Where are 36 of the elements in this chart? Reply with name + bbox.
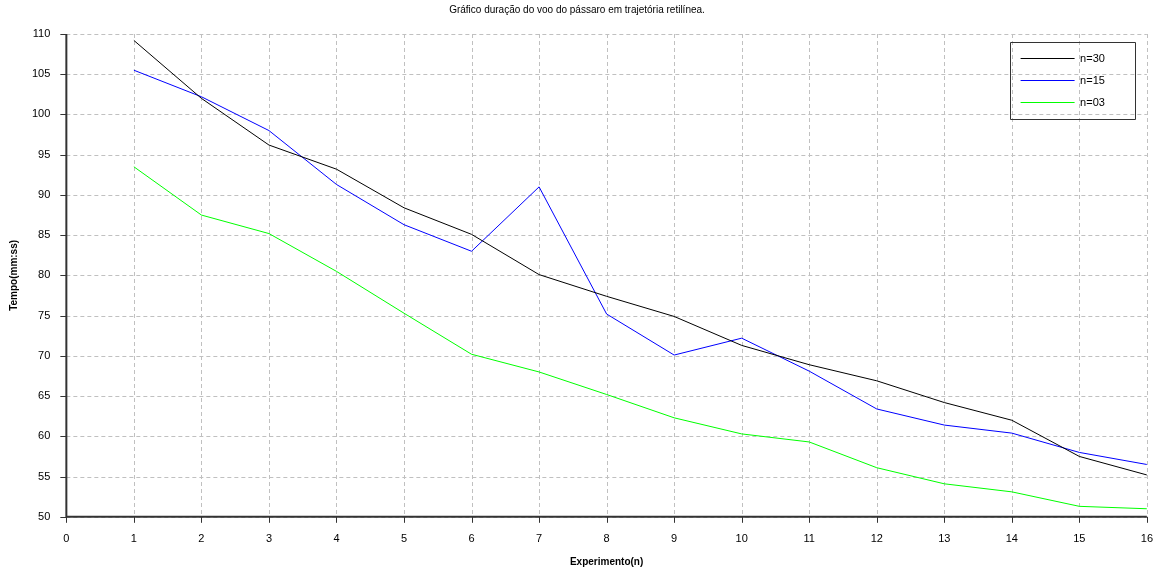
x-tick-label: 6 bbox=[468, 532, 475, 545]
x-tick-label: 10 bbox=[735, 532, 748, 545]
y-tick-label: 95 bbox=[38, 147, 51, 160]
x-tick-label: 11 bbox=[803, 532, 815, 545]
x-tick-label: 15 bbox=[1073, 532, 1086, 545]
y-axis-title: Tempo(mm:ss) bbox=[7, 239, 19, 311]
x-tick-label: 2 bbox=[198, 532, 205, 545]
y-tick-label: 50 bbox=[38, 509, 51, 522]
legend-label: n=03 bbox=[1080, 95, 1105, 108]
y-tick-label: 90 bbox=[38, 187, 51, 200]
y-tick-label: 60 bbox=[38, 429, 51, 442]
x-tick-label: 1 bbox=[130, 532, 137, 545]
legend-label: n=15 bbox=[1080, 73, 1105, 86]
y-tick-label: 55 bbox=[38, 469, 51, 482]
y-tick-label: 70 bbox=[38, 348, 51, 361]
x-tick-label: 16 bbox=[1140, 532, 1154, 545]
x-tick-label: 12 bbox=[870, 532, 883, 545]
y-tick-label: 65 bbox=[38, 389, 51, 402]
y-tick-label: 100 bbox=[31, 107, 51, 120]
y-tick-label: 110 bbox=[32, 27, 51, 40]
x-tick-label: 14 bbox=[1005, 532, 1018, 545]
x-tick-label: 9 bbox=[671, 532, 678, 545]
y-tick-label: 75 bbox=[38, 308, 51, 321]
legend-label: n=30 bbox=[1080, 51, 1105, 64]
x-tick-label: 7 bbox=[536, 532, 543, 545]
x-tick-label: 4 bbox=[333, 532, 340, 545]
y-tick-label: 105 bbox=[31, 67, 51, 80]
y-tick-label: 80 bbox=[38, 268, 51, 281]
x-tick-label: 3 bbox=[265, 532, 273, 545]
chart-title: Gráfico duração do voo do pássaro em trajetória retilínea. bbox=[449, 3, 705, 15]
x-tick-label: 8 bbox=[603, 532, 610, 545]
x-tick-label: 0 bbox=[63, 532, 70, 545]
x-tick-label: 13 bbox=[938, 532, 951, 545]
y-tick-label: 85 bbox=[38, 228, 51, 241]
x-axis-title: Experimento(n) bbox=[569, 555, 644, 567]
x-tick-label: 5 bbox=[400, 532, 408, 545]
